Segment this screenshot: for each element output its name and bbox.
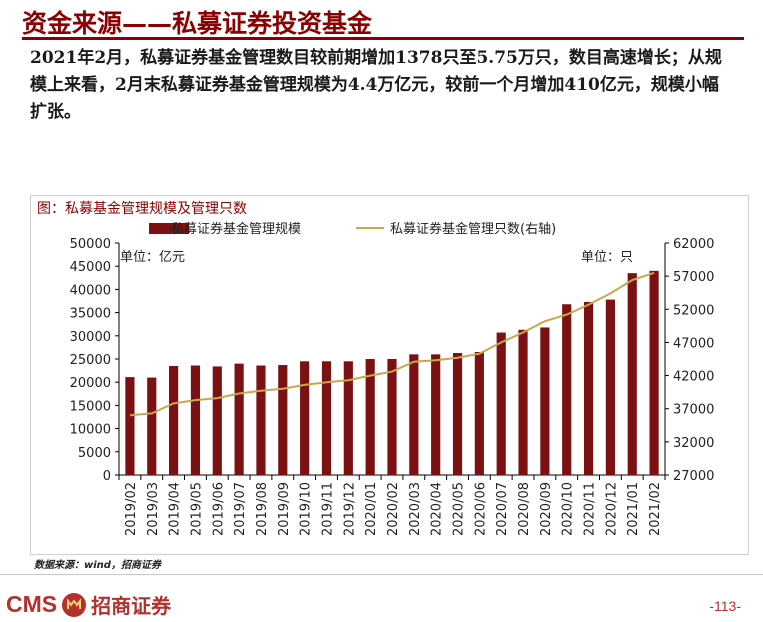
bar: [169, 365, 179, 475]
bar: [431, 354, 441, 475]
bar: [496, 332, 506, 475]
x-tick-label: 2020/01: [364, 482, 379, 536]
right-tick-label: 42000: [673, 370, 714, 385]
x-tick-label: 2020/09: [539, 482, 554, 536]
x-tick-label: 2020/10: [561, 482, 576, 536]
summary-text: 2021年2月，私募证券基金管理数目较前期增加1378只至5.75万只，数目高速…: [30, 48, 722, 122]
x-tick-label: 2020/06: [473, 482, 488, 536]
right-tick-label: 37000: [673, 403, 714, 418]
right-tick-label: 32000: [673, 436, 714, 451]
chart-frame: 图：私募基金管理规模及管理只数 私募证券基金管理规模 私募证券基金管理只数(右轴…: [30, 195, 749, 555]
left-tick-label: 25000: [70, 353, 111, 368]
footer-rule: [0, 574, 763, 575]
left-tick-label: 0: [103, 469, 111, 484]
logo-cn-text: 招商证券: [91, 594, 172, 618]
bar: [409, 354, 419, 475]
bar: [147, 377, 157, 475]
bar: [518, 329, 528, 475]
bar: [300, 361, 310, 475]
left-tick-label: 35000: [70, 307, 111, 322]
bar: [256, 365, 266, 475]
bar: [278, 365, 288, 475]
bar: [649, 270, 659, 475]
chart-title: 图：私募基金管理规模及管理只数: [37, 200, 247, 217]
x-tick-label: 2019/07: [233, 482, 248, 536]
x-tick-label: 2019/12: [342, 482, 357, 536]
bar: [212, 366, 222, 475]
bar: [540, 327, 550, 475]
left-tick-label: 45000: [70, 260, 111, 275]
left-tick-label: 15000: [70, 399, 111, 414]
right-tick-label: 57000: [673, 270, 714, 285]
right-tick-label: 52000: [673, 303, 714, 318]
x-tick-label: 2020/11: [583, 482, 598, 536]
left-tick-label: 5000: [78, 446, 111, 461]
unit-left-label: 单位：亿元: [120, 250, 185, 265]
left-tick-label: 20000: [70, 376, 111, 391]
unit-right-label: 单位：只: [581, 250, 633, 265]
legend-bar-label: 私募证券基金管理规模: [171, 221, 301, 237]
bar: [365, 359, 375, 475]
left-tick-label: 10000: [70, 423, 111, 438]
bar: [190, 365, 201, 475]
bar: [562, 304, 572, 475]
data-source-note: 数据来源：wind，招商证券: [34, 560, 161, 571]
company-logo: CMS 招商证券: [6, 590, 171, 619]
page-number: -113-: [709, 598, 741, 614]
x-tick-label: 2021/02: [648, 482, 663, 536]
x-tick-label: 2019/03: [146, 482, 161, 536]
x-tick-label: 2020/08: [517, 482, 532, 536]
x-tick-label: 2021/01: [626, 482, 641, 536]
legend-line-label: 私募证券基金管理只数(右轴): [390, 221, 556, 237]
legend: 私募证券基金管理规模 私募证券基金管理只数(右轴): [149, 221, 556, 237]
left-tick-label: 50000: [70, 237, 111, 252]
series-line: [129, 271, 655, 417]
x-tick-label: 2020/02: [386, 482, 401, 536]
bar: [125, 377, 135, 475]
bar: [234, 363, 244, 475]
x-tick-label: 2019/02: [124, 482, 139, 536]
plot-area: 0 5000 10000 15000 20000 25000 30000 35000 40000…: [70, 237, 715, 536]
right-tick-label: 47000: [673, 336, 714, 351]
bar: [605, 299, 615, 475]
right-tick-label: 62000: [673, 237, 714, 252]
bar: [321, 361, 332, 475]
left-tick-label: 30000: [70, 330, 111, 345]
right-tick-label: 27000: [673, 469, 714, 484]
bar: [387, 359, 397, 475]
x-tick-label: 2019/05: [189, 482, 204, 536]
x-tick-label: 2020/07: [495, 482, 510, 536]
page-title: 资金来源——私募证券投资基金: [22, 9, 373, 38]
logo-emblem-icon: [62, 592, 87, 617]
bar: [343, 361, 353, 475]
x-tick-label: 2019/06: [211, 482, 226, 536]
left-tick-label: 40000: [70, 283, 111, 298]
title-underline: [22, 37, 744, 40]
legend-bar-swatch: [149, 223, 189, 234]
x-tick-label: 2019/08: [255, 482, 270, 536]
x-tick-label: 2020/12: [604, 482, 619, 536]
logo-text: CMS: [6, 591, 58, 617]
bar: [474, 352, 484, 475]
bar: [583, 301, 594, 475]
bar: [452, 352, 463, 475]
x-tick-label: 2019/10: [299, 482, 314, 536]
x-tick-label: 2020/04: [430, 482, 445, 536]
chart-svg: 图：私募基金管理规模及管理只数 私募证券基金管理规模 私募证券基金管理只数(右轴…: [37, 200, 715, 536]
bar: [627, 273, 637, 475]
x-tick-label: 2019/11: [320, 482, 335, 536]
x-tick-label: 2019/09: [277, 482, 292, 536]
x-tick-label: 2020/05: [452, 482, 467, 536]
x-tick-label: 2020/03: [408, 482, 423, 536]
x-tick-label: 2019/04: [168, 482, 183, 536]
